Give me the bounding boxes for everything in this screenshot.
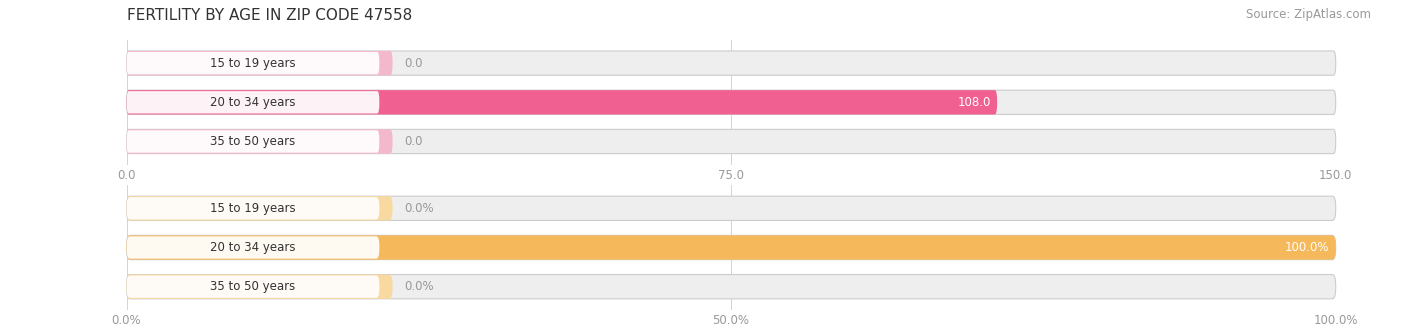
Text: 0.0%: 0.0% <box>405 280 434 293</box>
FancyBboxPatch shape <box>127 196 1336 220</box>
Text: 108.0: 108.0 <box>957 96 991 109</box>
FancyBboxPatch shape <box>127 130 380 153</box>
Text: Source: ZipAtlas.com: Source: ZipAtlas.com <box>1246 8 1371 21</box>
FancyBboxPatch shape <box>127 129 1336 154</box>
FancyBboxPatch shape <box>127 236 380 259</box>
FancyBboxPatch shape <box>127 51 392 75</box>
FancyBboxPatch shape <box>127 276 380 298</box>
FancyBboxPatch shape <box>127 52 380 74</box>
Text: 0.0: 0.0 <box>405 57 423 70</box>
FancyBboxPatch shape <box>127 275 392 299</box>
Text: 35 to 50 years: 35 to 50 years <box>211 135 295 148</box>
Text: 15 to 19 years: 15 to 19 years <box>211 202 295 215</box>
Text: 0.0%: 0.0% <box>405 202 434 215</box>
Text: FERTILITY BY AGE IN ZIP CODE 47558: FERTILITY BY AGE IN ZIP CODE 47558 <box>127 8 412 23</box>
Text: 15 to 19 years: 15 to 19 years <box>209 57 295 70</box>
Text: 0.0: 0.0 <box>405 135 423 148</box>
FancyBboxPatch shape <box>127 91 380 114</box>
FancyBboxPatch shape <box>127 129 392 154</box>
FancyBboxPatch shape <box>127 197 380 219</box>
FancyBboxPatch shape <box>127 235 1336 260</box>
Text: 20 to 34 years: 20 to 34 years <box>211 241 295 254</box>
Text: 35 to 50 years: 35 to 50 years <box>211 280 295 293</box>
Text: 20 to 34 years: 20 to 34 years <box>211 96 295 109</box>
FancyBboxPatch shape <box>127 90 1336 115</box>
FancyBboxPatch shape <box>127 275 1336 299</box>
FancyBboxPatch shape <box>127 235 1336 260</box>
FancyBboxPatch shape <box>127 90 997 115</box>
FancyBboxPatch shape <box>127 196 392 220</box>
FancyBboxPatch shape <box>127 51 1336 75</box>
Text: 100.0%: 100.0% <box>1285 241 1330 254</box>
